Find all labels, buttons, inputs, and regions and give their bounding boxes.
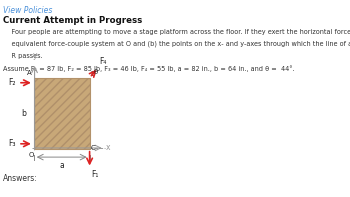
Text: x: x (105, 143, 110, 152)
Text: F₃: F₃ (9, 139, 16, 148)
Text: F₂: F₂ (9, 78, 16, 87)
Text: Current Attempt in Progress: Current Attempt in Progress (3, 16, 142, 25)
Text: R passes.: R passes. (3, 53, 43, 59)
Bar (34, 78, 90, 149)
Text: θ: θ (93, 69, 98, 75)
Text: B: B (91, 71, 96, 77)
Text: O: O (29, 152, 34, 158)
Text: C: C (91, 145, 96, 151)
Text: a: a (60, 161, 64, 170)
Text: Assume F₁ = 87 lb, F₂ = 85 lb, F₃ = 46 lb, F₄ = 55 lb, a = 82 in., b = 64 in., a: Assume F₁ = 87 lb, F₂ = 85 lb, F₃ = 46 l… (3, 66, 295, 72)
Text: y: y (32, 51, 37, 60)
Text: Four people are attempting to move a stage platform across the floor. If they ex: Four people are attempting to move a sta… (3, 29, 350, 35)
Text: b: b (21, 109, 26, 118)
Text: equivalent force-couple system at O and (b) the points on the x- and y-axes thro: equivalent force-couple system at O and … (3, 41, 350, 47)
Text: View Policies: View Policies (3, 6, 52, 15)
Text: F₄: F₄ (100, 57, 107, 66)
Text: A: A (27, 70, 31, 76)
Bar (34, 78, 90, 149)
Text: Answers:: Answers: (3, 174, 38, 183)
Text: F₁: F₁ (91, 170, 99, 179)
